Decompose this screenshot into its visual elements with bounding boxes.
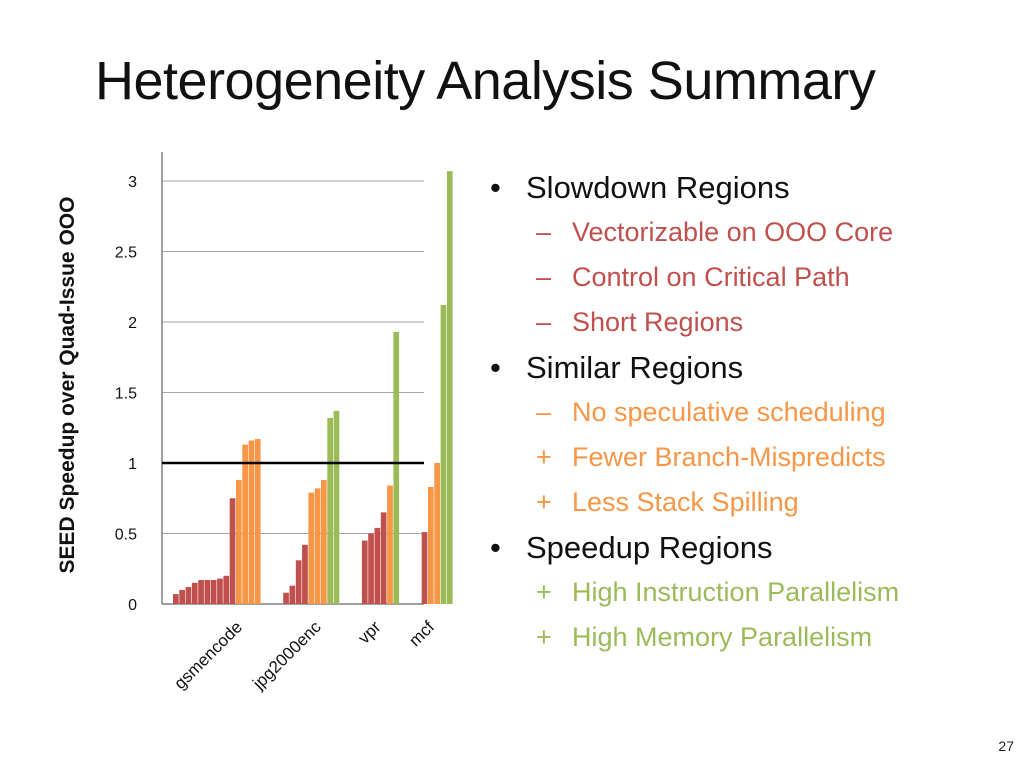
x-tick-label: jpg2000enc <box>248 617 325 694</box>
bar-speedup <box>440 305 447 604</box>
bullet-item: • Slowdown Regions <box>490 165 1010 210</box>
y-tick-label: 0.5 <box>115 527 137 544</box>
bar-similar <box>236 479 242 604</box>
y-tick-label: 2.5 <box>115 245 137 262</box>
bar-similar <box>248 440 255 604</box>
bar-speedup <box>333 410 340 604</box>
bar-similar <box>254 439 261 604</box>
sub-bullet-item: + High Memory Parallelism <box>490 615 1010 660</box>
bullet-item: • Speedup Regions <box>490 525 1010 570</box>
sub-bullet-item: + High Instruction Parallelism <box>490 570 1010 615</box>
sub-bullet-text: Less Stack Spilling <box>572 487 799 517</box>
sub-bullet-marker: – <box>536 397 552 427</box>
bar-similar <box>308 492 315 604</box>
bar-slowdown <box>210 580 217 604</box>
sub-bullet-marker: – <box>536 262 552 292</box>
bar-slowdown <box>368 533 374 604</box>
sub-bullet-marker: + <box>536 487 552 517</box>
y-tick-label: 0 <box>128 597 137 614</box>
bar-slowdown <box>179 589 185 604</box>
bar-slowdown <box>421 532 428 604</box>
bar-slowdown <box>217 578 223 604</box>
sub-bullet-text: Control on Critical Path <box>572 262 850 292</box>
bullet-list: • Slowdown Regions – Vectorizable on OOO Co… <box>490 165 1010 660</box>
bar-slowdown <box>229 498 236 604</box>
bar-slowdown <box>204 580 211 604</box>
x-tick-label: mcf <box>405 617 438 650</box>
bar-speedup <box>393 331 400 604</box>
x-tick-label: gsmencode <box>170 617 246 693</box>
sub-bullet-text: No speculative scheduling <box>572 397 886 427</box>
bullet-label: Speedup Regions <box>526 530 773 565</box>
sub-bullet-text: High Instruction Parallelism <box>572 577 900 607</box>
bar-similar <box>428 486 434 604</box>
sub-bullet-marker: – <box>536 307 552 337</box>
bullet-dot: • <box>490 530 501 565</box>
sub-bullet-text: Short Regions <box>572 307 744 337</box>
bar-speedup <box>327 417 333 604</box>
sub-bullet-item: – Short Regions <box>490 300 1010 345</box>
bar-slowdown <box>283 592 289 604</box>
bar-slowdown <box>185 587 192 604</box>
y-tick-label: 1 <box>128 456 137 473</box>
y-tick-label: 3 <box>128 174 137 191</box>
sub-bullet-marker: + <box>536 622 552 652</box>
y-tick-label: 1.5 <box>115 386 137 403</box>
bar-slowdown <box>191 582 198 604</box>
bullet-item: • Similar Regions <box>490 345 1010 390</box>
sub-bullet-item: + Fewer Branch-Mispredicts <box>490 435 1010 480</box>
bar-slowdown <box>173 594 179 604</box>
bar-slowdown <box>223 575 230 604</box>
bar-similar <box>242 444 248 604</box>
sub-bullet-item: – Vectorizable on OOO Core <box>490 210 1010 255</box>
y-tick-label: 2 <box>128 315 137 332</box>
bullet-label: Similar Regions <box>526 350 744 385</box>
bar-slowdown <box>295 560 302 604</box>
sub-bullet-text: Fewer Branch-Mispredicts <box>572 442 886 472</box>
slide-title: Heterogeneity Analysis Summary <box>95 51 876 111</box>
sub-bullet-item: + Less Stack Spilling <box>490 480 1010 525</box>
sub-bullet-item: – Control on Critical Path <box>490 255 1010 300</box>
bar-similar <box>321 479 327 604</box>
bullet-dot: • <box>490 350 501 385</box>
sub-bullet-text: High Memory Parallelism <box>572 622 873 652</box>
bar-similar <box>434 463 440 604</box>
bullet-label: Slowdown Regions <box>526 170 790 205</box>
sub-bullet-text: Vectorizable on OOO Core <box>572 217 894 247</box>
bullet-dot: • <box>490 170 501 205</box>
bar-slowdown <box>289 585 296 604</box>
bar-speedup <box>446 171 453 604</box>
sub-bullet-item: – No speculative scheduling <box>490 390 1010 435</box>
sub-bullet-marker: – <box>536 217 552 247</box>
sub-bullet-marker: + <box>536 577 552 607</box>
page-number: 27 <box>998 738 1014 754</box>
bar-similar <box>387 485 393 604</box>
bar-slowdown <box>374 527 381 604</box>
bar-slowdown <box>198 580 204 604</box>
x-tick-label: vpr <box>354 617 384 647</box>
bar-slowdown <box>302 544 308 604</box>
bar-slowdown <box>380 512 387 604</box>
sub-bullet-marker: + <box>536 442 552 472</box>
bar-slowdown <box>361 540 368 604</box>
speedup-bar-chart: 0 0.5 1 1.5 2 2.5 3 gsmencode jpg2000enc vpr mcf <box>115 152 453 694</box>
bar-similar <box>314 488 321 604</box>
